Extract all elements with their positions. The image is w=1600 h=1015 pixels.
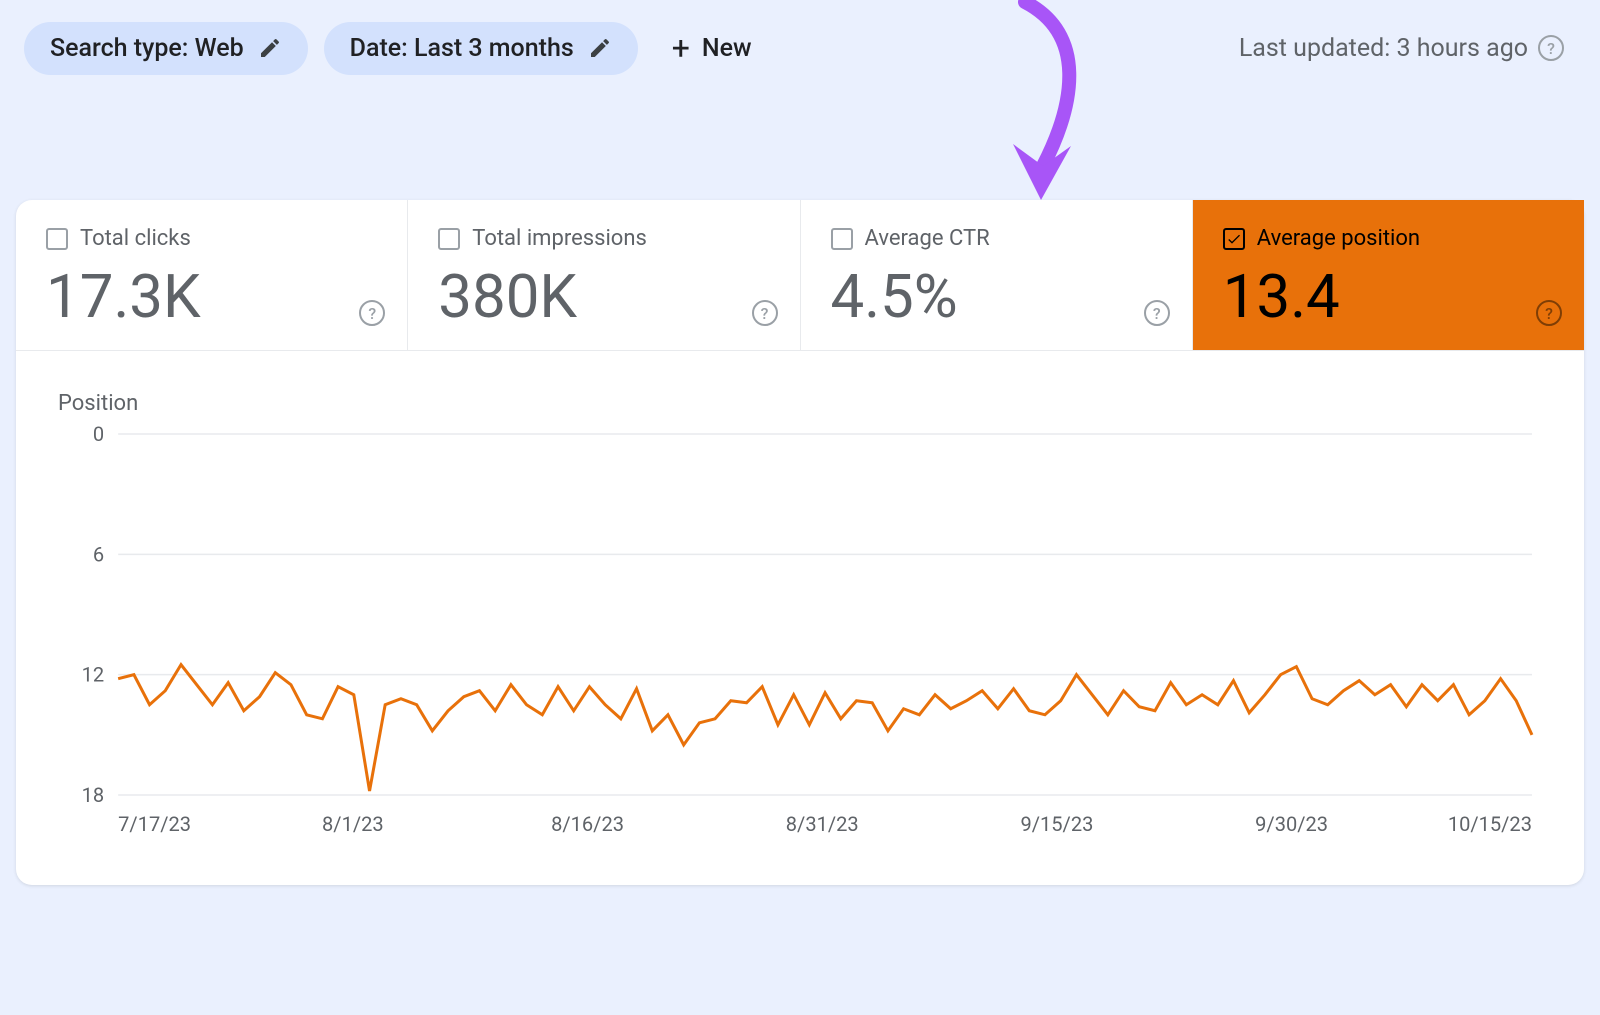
metric-card[interactable]: Total clicks 17.3K ? bbox=[16, 200, 408, 350]
new-filter-button[interactable]: + New bbox=[654, 20, 770, 76]
help-icon[interactable]: ? bbox=[359, 300, 385, 326]
svg-text:7/17/23: 7/17/23 bbox=[118, 812, 191, 836]
metric-header: Total clicks bbox=[46, 226, 377, 251]
metric-label: Average position bbox=[1257, 226, 1420, 251]
metric-label: Average CTR bbox=[865, 226, 990, 251]
metric-value: 380K bbox=[438, 261, 769, 332]
performance-card: Total clicks 17.3K ? Total impressions 3… bbox=[16, 200, 1584, 885]
date-label: Date: Last 3 months bbox=[350, 34, 574, 63]
svg-text:0: 0 bbox=[93, 424, 104, 446]
metric-header: Average CTR bbox=[831, 226, 1162, 251]
help-icon[interactable]: ? bbox=[1144, 300, 1170, 326]
metric-value: 13.4 bbox=[1223, 261, 1554, 332]
svg-text:6: 6 bbox=[93, 542, 104, 566]
y-axis-title: Position bbox=[58, 391, 1542, 416]
checkbox-icon[interactable] bbox=[831, 228, 853, 250]
last-updated-text: Last updated: 3 hours ago bbox=[1239, 34, 1528, 63]
metric-card[interactable]: Total impressions 380K ? bbox=[408, 200, 800, 350]
checkbox-icon[interactable] bbox=[46, 228, 68, 250]
svg-text:9/30/23: 9/30/23 bbox=[1255, 812, 1328, 836]
metric-value: 17.3K bbox=[46, 261, 377, 332]
metric-header: Total impressions bbox=[438, 226, 769, 251]
chart-area: Position 0 6 12 18 7/17/23 8/1/23 8/16/23 8/31/… bbox=[16, 351, 1584, 885]
checkbox-icon[interactable] bbox=[438, 228, 460, 250]
date-chip[interactable]: Date: Last 3 months bbox=[324, 22, 638, 75]
metric-label: Total impressions bbox=[472, 226, 647, 251]
plus-icon: + bbox=[672, 32, 690, 64]
last-updated: Last updated: 3 hours ago ? bbox=[1239, 34, 1576, 63]
position-chart[interactable]: 0 6 12 18 7/17/23 8/1/23 8/16/23 8/31/23 9/15/23… bbox=[58, 424, 1542, 845]
help-icon[interactable]: ? bbox=[752, 300, 778, 326]
metric-value: 4.5% bbox=[831, 261, 1162, 332]
edit-icon bbox=[258, 36, 282, 60]
svg-text:8/1/23: 8/1/23 bbox=[322, 812, 384, 836]
checkbox-icon[interactable] bbox=[1223, 228, 1245, 250]
filter-bar: Search type: Web Date: Last 3 months + N… bbox=[0, 0, 1600, 80]
svg-text:8/16/23: 8/16/23 bbox=[551, 812, 624, 836]
metric-card[interactable]: Average CTR 4.5% ? bbox=[801, 200, 1193, 350]
new-label: New bbox=[702, 34, 752, 63]
svg-text:18: 18 bbox=[82, 783, 105, 807]
help-icon[interactable]: ? bbox=[1536, 300, 1562, 326]
help-icon[interactable]: ? bbox=[1538, 35, 1564, 61]
metric-header: Average position bbox=[1223, 226, 1554, 251]
metrics-row: Total clicks 17.3K ? Total impressions 3… bbox=[16, 200, 1584, 351]
search-type-chip[interactable]: Search type: Web bbox=[24, 22, 308, 75]
metric-label: Total clicks bbox=[80, 226, 191, 251]
svg-text:9/15/23: 9/15/23 bbox=[1020, 812, 1093, 836]
metric-card[interactable]: Average position 13.4 ? bbox=[1193, 200, 1584, 350]
svg-text:12: 12 bbox=[82, 663, 105, 687]
svg-text:8/31/23: 8/31/23 bbox=[786, 812, 859, 836]
search-type-label: Search type: Web bbox=[50, 34, 244, 63]
edit-icon bbox=[588, 36, 612, 60]
svg-text:10/15/23: 10/15/23 bbox=[1448, 812, 1532, 836]
